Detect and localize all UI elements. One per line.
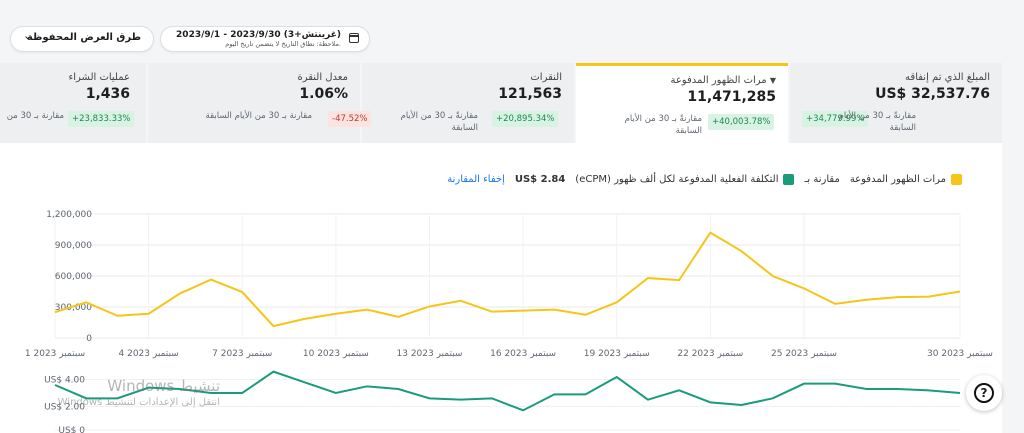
saved-views-label: طرق العرض المحفوظة [26, 32, 141, 43]
kpi-value: 1,436 [85, 86, 130, 102]
question-circle-icon: ? [974, 383, 994, 403]
kpi-value: 1.06% [299, 86, 348, 102]
series-line-paid-impressions [54, 231, 961, 328]
saved-views-dropdown[interactable]: طرق العرض المحفوظة ⌄ [10, 26, 154, 52]
kpi-change-badge: -47.52% [328, 111, 372, 127]
x-tick-label: 25 سبتمبر 2023 [771, 349, 837, 359]
x-tick-label: 22 سبتمبر 2023 [677, 349, 743, 359]
kpi-title: النقرات [530, 72, 562, 83]
y-tick-label: 1,200,000 [46, 210, 92, 220]
kpi-change-badge: +40,003.78% [708, 114, 775, 130]
watermark-line2: انتقل إلى الإعدادات لتنشيط Windows. [54, 397, 220, 408]
x-tick-label: 1 سبتمبر 2023 [25, 349, 85, 359]
watermark-line1: تنشيط Windows [107, 377, 220, 395]
date-range-note: ملاحظة: نطاق التاريخ لا يتضمن تاريخ اليو… [225, 40, 341, 48]
caret-down-icon: ▼ [769, 76, 776, 85]
kpi-compare-text: مقارنةً بـ 30 من الأيام السابقة [838, 111, 916, 133]
calendar-icon [349, 33, 359, 43]
legend-compare-label: مقارنة بـ [804, 174, 840, 185]
kpi-value: US$ 32,537.76 [875, 86, 990, 102]
help-button[interactable]: ? [966, 375, 1002, 411]
y-tick-label: 0 [86, 334, 92, 344]
date-range-text: 2023/9/1 - 2023/9/30 (غرينتش+3) [176, 30, 341, 40]
kpi-ctr[interactable]: معدل النقرة 1.06% -47.52% مقارنة بـ 30 م… [148, 63, 372, 143]
x-tick-label: 7 سبتمبر 2023 [212, 349, 272, 359]
kpi-value: 121,563 [498, 86, 562, 102]
legend-swatch-primary[interactable] [951, 174, 962, 185]
kpi-value: 11,471,285 [687, 89, 776, 105]
top-toolbar: طرق العرض المحفوظة ⌄ 2023/9/1 - 2023/9/3… [0, 0, 1024, 60]
legend-secondary-label: التكلفة الفعلية المدفوعة لكل ألف ظهور (e… [575, 174, 779, 185]
legend-secondary-value: US$ 2.84 [514, 174, 566, 185]
y-tick-label: 900,000 [55, 241, 92, 251]
y-tick-label: 600,000 [55, 272, 92, 282]
chevron-down-icon: ⌄ [23, 29, 33, 42]
legend-swatch-secondary[interactable] [783, 174, 795, 185]
kpi-change-badge: +34,779.99% [802, 111, 869, 127]
x-tick-label: 13 سبتمبر 2023 [397, 349, 463, 359]
y-tick-label: US$ 2.00 [44, 402, 85, 412]
windows-watermark: تنشيط Windows انتقل إلى الإعدادات لتنشيط… [30, 377, 220, 408]
kpi-title: مرات الظهور المدفوعة ▼ [670, 75, 776, 86]
series-line-ecpm [54, 370, 961, 412]
kpi-title: المبلغ الذي تم إنفاقه [905, 72, 990, 83]
kpi-compare-text: مقارنةً بـ 30 من الأيام السابقة [624, 114, 702, 136]
x-tick-label: 16 سبتمبر 2023 [490, 349, 556, 359]
kpi-purchases[interactable]: عمليات الشراء 1,436 +23,833.33% مقارنة ب… [0, 63, 146, 143]
x-tick-label: 10 سبتمبر 2023 [303, 349, 369, 359]
x-tick-label: 30 سبتمبر 2023 [927, 349, 993, 359]
legend-primary-label: مرات الظهور المدفوعة [849, 174, 946, 185]
kpi-compare-text: مقارنة بـ 30 من الأيام السابقة [205, 111, 312, 121]
date-range-picker[interactable]: 2023/9/1 - 2023/9/30 (غرينتش+3) ملاحظة: … [160, 26, 370, 52]
y-tick-label: 300,000 [55, 303, 92, 313]
kpi-compare-text: مقارنةً بـ 30 من الأيام السابقة [400, 111, 478, 133]
kpi-tabs: المبلغ الذي تم إنفاقه US$ 32,537.76 +34,… [0, 63, 1002, 143]
kpi-title: معدل النقرة [297, 72, 348, 83]
kpi-clicks[interactable]: النقرات 121,563 +20,895.34% مقارنةً بـ 3… [362, 63, 574, 143]
x-tick-label: 19 سبتمبر 2023 [584, 349, 650, 359]
y-tick-label: US$ 0 [58, 426, 85, 433]
kpi-change-badge: +20,895.34% [492, 111, 559, 127]
x-tick-label: 4 سبتمبر 2023 [119, 349, 179, 359]
hide-comparison-link[interactable]: إخفاء المقارنة [447, 174, 505, 185]
chart-legend: مرات الظهور المدفوعة مقارنة بـ التكلفة الف… [447, 174, 962, 186]
kpi-change-badge: +23,833.33% [68, 111, 135, 127]
kpi-compare-text: مقارنة بـ 30 من [6, 111, 64, 121]
kpi-paid-impressions[interactable]: مرات الظهور المدفوعة ▼ 11,471,285 +40,00… [576, 63, 788, 143]
kpi-spend[interactable]: المبلغ الذي تم إنفاقه US$ 32,537.76 +34,… [790, 63, 1002, 143]
kpi-title: عمليات الشراء [68, 72, 130, 83]
y-tick-label: US$ 4.00 [44, 376, 85, 386]
